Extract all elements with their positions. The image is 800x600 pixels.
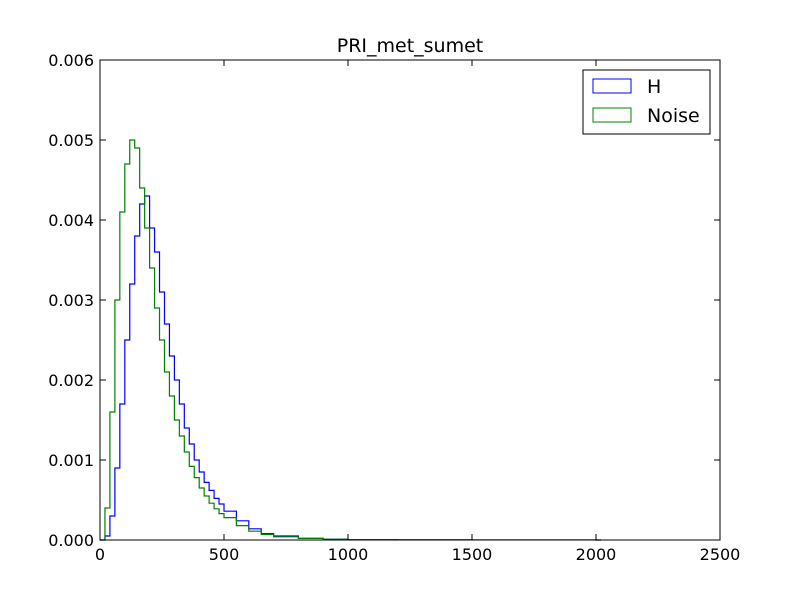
legend-label-noise: Noise: [647, 105, 700, 127]
y-tick-label: 0.003: [48, 291, 94, 310]
y-tick-label: 0.006: [48, 51, 94, 70]
y-tick-label: 0.005: [48, 131, 94, 150]
y-tick-label: 0.002: [48, 371, 94, 390]
series-line-noise: [100, 139, 601, 541]
x-tick-label: 1500: [452, 545, 493, 564]
tick-layer: 0 500 1000 1500 2000 2500 0.000 0.001 0.002 0.003…: [48, 51, 740, 564]
y-tick-label: 0.001: [48, 451, 94, 470]
x-tick-label: 1000: [328, 545, 369, 564]
y-tick-label: 0.000: [48, 531, 94, 550]
series-layer: [100, 139, 601, 541]
legend-swatch-h: [592, 78, 632, 94]
x-tick-label: 0: [95, 545, 105, 564]
x-tick-label: 2000: [576, 545, 617, 564]
legend-box: [582, 69, 711, 135]
y-tick-label: 0.004: [48, 211, 94, 230]
legend: H Noise: [582, 69, 711, 135]
legend-swatch-noise: [592, 107, 632, 123]
x-tick-label: 2500: [700, 545, 741, 564]
legend-label-h: H: [647, 76, 661, 98]
chart-title: PRI_met_sumet: [337, 35, 484, 57]
x-tick-label: 500: [209, 545, 240, 564]
